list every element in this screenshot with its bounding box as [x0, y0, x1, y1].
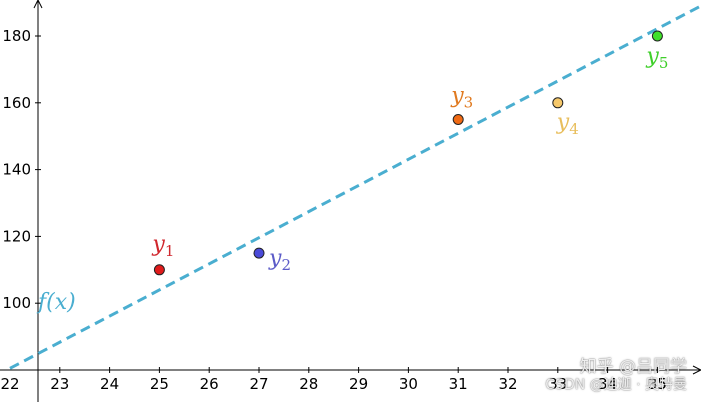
watermark-line-2: CSDN @迪迦 · 奥特曼 — [545, 377, 687, 393]
fitted-line — [9, 4, 701, 370]
point-label: y3 — [450, 84, 473, 112]
x-tick-label: 22 — [0, 375, 19, 393]
x-tick-label: 32 — [498, 375, 517, 393]
data-point — [452, 114, 464, 125]
point-label: y2 — [268, 246, 291, 274]
watermark: 知乎 @吕同学 CSDN @迪迦 · 奥特曼 — [545, 358, 687, 394]
x-tick-label: 34 — [598, 375, 617, 393]
x-tick-label: 26 — [200, 375, 219, 393]
y-tick-label: 140 — [2, 161, 31, 179]
x-tick-label: 24 — [100, 375, 119, 393]
x-tick-label: 31 — [449, 375, 468, 393]
x-tick-label: 30 — [399, 375, 418, 393]
line-label: f(x) — [36, 290, 76, 315]
data-point — [651, 30, 663, 42]
point-label: y1 — [151, 232, 174, 260]
data-point — [552, 97, 564, 109]
x-axis-arrow — [692, 365, 701, 375]
watermark-line-1: 知乎 @吕同学 — [579, 357, 687, 377]
x-tick-label: 33 — [548, 375, 567, 393]
x-tick-label: 29 — [349, 375, 368, 393]
y-tick-label: 180 — [2, 27, 31, 45]
data-point — [153, 264, 165, 276]
y-tick-label: 160 — [2, 94, 31, 112]
y-tick-label: 120 — [2, 227, 31, 245]
y-tick-label: 100 — [2, 294, 31, 312]
x-tick-label: 35 — [648, 375, 667, 393]
x-tick-label: 23 — [50, 375, 69, 393]
x-tick-label: 27 — [249, 375, 268, 393]
data-point — [253, 247, 265, 259]
point-label: y5 — [645, 44, 668, 72]
x-tick-label: 28 — [299, 375, 318, 393]
y-axis-arrow — [33, 0, 43, 9]
x-tick-label: 25 — [150, 375, 169, 393]
point-label: y4 — [556, 110, 579, 138]
